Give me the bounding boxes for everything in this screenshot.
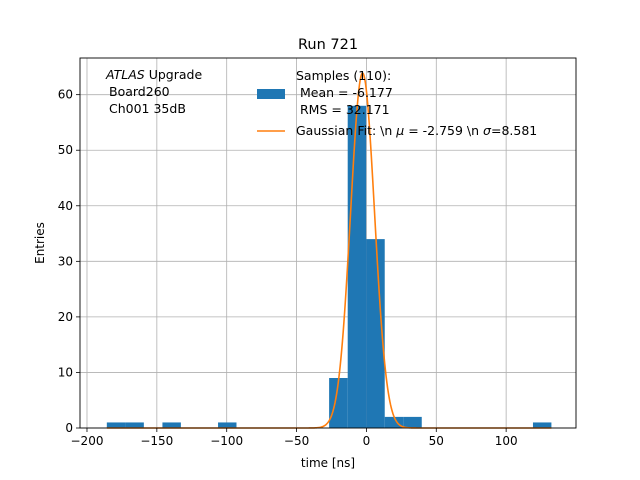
histogram-bar bbox=[125, 422, 144, 428]
chart-title: Run 721 bbox=[298, 37, 358, 53]
histogram-bar bbox=[106, 422, 126, 428]
x-tick-label: 100 bbox=[495, 434, 518, 448]
histogram-bar bbox=[347, 105, 367, 429]
histogram-bar bbox=[384, 416, 404, 428]
atlas-annotation: ATLAS Upgrade Board260 Ch001 35dB bbox=[105, 67, 202, 116]
histogram-bar bbox=[403, 416, 422, 428]
y-axis-label: Entries bbox=[33, 222, 47, 264]
histogram-bar bbox=[162, 422, 181, 428]
x-axis-label: time [ns] bbox=[301, 456, 355, 470]
y-tick-label: 10 bbox=[58, 365, 73, 379]
y-tick-label: 40 bbox=[58, 199, 73, 213]
y-tick-label: 20 bbox=[58, 310, 73, 324]
y-tick-label: 60 bbox=[58, 88, 73, 102]
x-tick-label: −200 bbox=[71, 434, 104, 448]
legend: Samples (110): Mean = -6.177 RMS = 32.17… bbox=[257, 68, 537, 138]
channel-label: Ch001 35dB bbox=[109, 101, 186, 116]
x-tick-label: −150 bbox=[140, 434, 173, 448]
upgrade-label: Upgrade bbox=[145, 67, 203, 82]
legend-fit-label: Gaussian Fit: \n μ = -2.759 \n σ=8.581 bbox=[296, 123, 537, 138]
legend-histogram-swatch bbox=[257, 89, 285, 99]
legend-histogram-line-1: Samples (110): bbox=[296, 68, 391, 83]
histogram-bar bbox=[366, 239, 385, 428]
x-axis-ticks: −200 −150 −100 −50 0 50 100 bbox=[71, 428, 518, 448]
histogram-bar bbox=[218, 422, 237, 428]
x-tick-label: −50 bbox=[284, 434, 309, 448]
y-tick-label: 0 bbox=[65, 421, 73, 435]
y-tick-label: 50 bbox=[58, 143, 73, 157]
svg-text:ATLAS Upgrade: ATLAS Upgrade bbox=[105, 67, 202, 82]
plot-area-frame bbox=[79, 57, 577, 429]
atlas-label: ATLAS bbox=[105, 67, 145, 82]
board-label: Board260 bbox=[109, 84, 170, 99]
x-tick-label: 50 bbox=[429, 434, 444, 448]
histogram-bar bbox=[532, 422, 552, 428]
x-tick-label: −100 bbox=[210, 434, 243, 448]
legend-histogram-line-2: Mean = -6.177 bbox=[300, 85, 393, 100]
histogram-bar bbox=[329, 378, 348, 428]
legend-histogram-line-3: RMS = 32.171 bbox=[300, 102, 390, 117]
x-tick-label: 0 bbox=[363, 434, 371, 448]
y-tick-label: 30 bbox=[58, 254, 73, 268]
y-axis-ticks: 0 10 20 30 40 50 60 bbox=[58, 88, 80, 435]
